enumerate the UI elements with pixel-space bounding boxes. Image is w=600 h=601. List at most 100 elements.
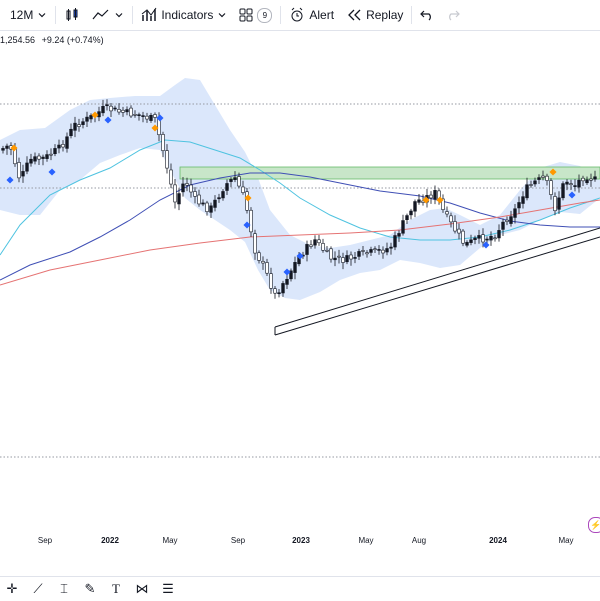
time-axis: Sep 2022 May Sep 2023 May Aug 2024 May — [0, 530, 600, 550]
candle-body — [205, 202, 209, 212]
candle-body — [41, 156, 45, 159]
candle-body — [481, 234, 485, 243]
time-tick: Aug — [411, 536, 427, 545]
candle-body — [153, 114, 157, 118]
candle-body — [201, 202, 205, 205]
candle-body — [225, 183, 229, 191]
candle-body — [477, 235, 481, 239]
bar-style-icon — [66, 8, 78, 21]
signal-markers — [6, 111, 576, 276]
chart-style-button[interactable] — [58, 0, 86, 30]
ma-red — [0, 199, 600, 286]
candle-body — [105, 104, 109, 107]
candle-body — [269, 273, 273, 289]
indicators-label: Indicators — [161, 8, 214, 22]
signal-marker — [568, 191, 576, 199]
trendline-lower — [274, 236, 600, 336]
candle-body — [397, 233, 401, 237]
compare-button[interactable] — [86, 0, 130, 30]
signal-marker — [156, 114, 164, 122]
candle-body — [353, 257, 357, 259]
candle-body — [317, 239, 321, 244]
layouts-button[interactable]: 9 — [233, 0, 278, 30]
candle-body — [333, 257, 337, 261]
candle-body — [25, 162, 29, 172]
fib-icon[interactable]: ⌶ — [60, 581, 68, 596]
candle-body — [261, 261, 265, 264]
brush-icon[interactable]: ✎ — [84, 581, 96, 596]
candle-body — [253, 233, 257, 254]
layouts-icon — [239, 8, 253, 22]
candle-body — [321, 243, 325, 251]
candle-body — [257, 252, 261, 261]
measure-icon[interactable]: ☰ — [162, 581, 174, 596]
price-chart[interactable] — [0, 30, 600, 530]
candle-body — [165, 150, 169, 169]
candle-body — [125, 109, 129, 113]
candle-body — [57, 144, 61, 149]
candle-body — [505, 219, 509, 222]
redo-button[interactable] — [440, 0, 466, 30]
indicators-button[interactable]: Indicators — [135, 0, 233, 30]
chevron-down-icon — [38, 13, 46, 18]
resistance-zone — [179, 166, 600, 180]
candle-body — [357, 251, 361, 257]
signal-marker — [549, 168, 557, 176]
time-tick: May — [558, 536, 574, 545]
candle-body — [281, 283, 285, 294]
signal-marker — [48, 168, 56, 176]
pattern-icon[interactable]: ⋈ — [135, 581, 149, 596]
candle-body — [473, 237, 477, 241]
candle-body — [413, 201, 417, 212]
alert-button[interactable]: Alert — [283, 0, 340, 30]
candle-body — [109, 105, 113, 112]
text-icon[interactable]: T — [112, 581, 120, 596]
separator — [55, 6, 57, 24]
lightning-icon[interactable]: ⚡ — [588, 517, 600, 533]
ma-cyan — [0, 139, 600, 256]
candle-body — [449, 215, 453, 223]
candle-body — [457, 228, 461, 234]
separator — [280, 6, 282, 24]
candle-body — [365, 252, 369, 255]
candle-body — [37, 155, 41, 160]
time-tick: Sep — [230, 536, 246, 545]
candlesticks — [1, 99, 597, 299]
separator — [411, 6, 413, 24]
candle-body — [169, 169, 173, 185]
interval-selector[interactable]: 12M — [0, 0, 53, 30]
redo-icon — [449, 10, 461, 21]
candle-body — [77, 124, 81, 127]
chevron-down-icon — [115, 13, 123, 18]
signal-marker — [422, 196, 430, 204]
candle-body — [369, 249, 373, 253]
candle-body — [193, 191, 197, 197]
candle-body — [453, 221, 457, 232]
candle-body — [441, 198, 445, 210]
alert-label: Alert — [309, 8, 335, 22]
candle-body — [429, 194, 433, 199]
signal-marker — [6, 176, 14, 184]
signal-marker — [244, 194, 252, 202]
ma-blue — [0, 172, 600, 281]
replay-button[interactable]: Replay — [340, 0, 409, 30]
candle-body — [549, 180, 553, 195]
candle-body — [401, 220, 405, 234]
candle-body — [581, 177, 585, 182]
crosshair-icon[interactable]: ✛ — [6, 581, 18, 596]
candle-body — [489, 235, 493, 241]
templates-count-badge: 9 — [257, 7, 273, 23]
undo-button[interactable] — [414, 0, 440, 30]
candle-body — [513, 208, 517, 218]
candle-body — [249, 209, 253, 233]
candle-body — [533, 180, 537, 185]
candle-body — [573, 185, 577, 187]
candle-body — [469, 239, 473, 243]
candle-body — [529, 184, 533, 186]
trend-line-icon[interactable]: ⟋ — [33, 581, 43, 596]
candle-body — [293, 262, 297, 273]
candle-body — [465, 242, 469, 246]
candle-body — [289, 270, 293, 280]
candle-body — [405, 215, 409, 220]
candle-body — [1, 148, 5, 151]
